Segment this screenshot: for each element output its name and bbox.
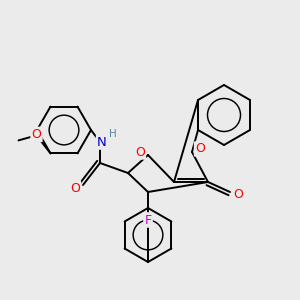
Text: O: O <box>195 142 205 155</box>
Text: H: H <box>109 129 117 139</box>
Text: F: F <box>144 214 152 226</box>
Text: O: O <box>32 128 41 141</box>
Text: N: N <box>97 136 107 148</box>
Text: O: O <box>135 146 145 158</box>
Text: O: O <box>70 182 80 194</box>
Text: O: O <box>233 188 243 202</box>
